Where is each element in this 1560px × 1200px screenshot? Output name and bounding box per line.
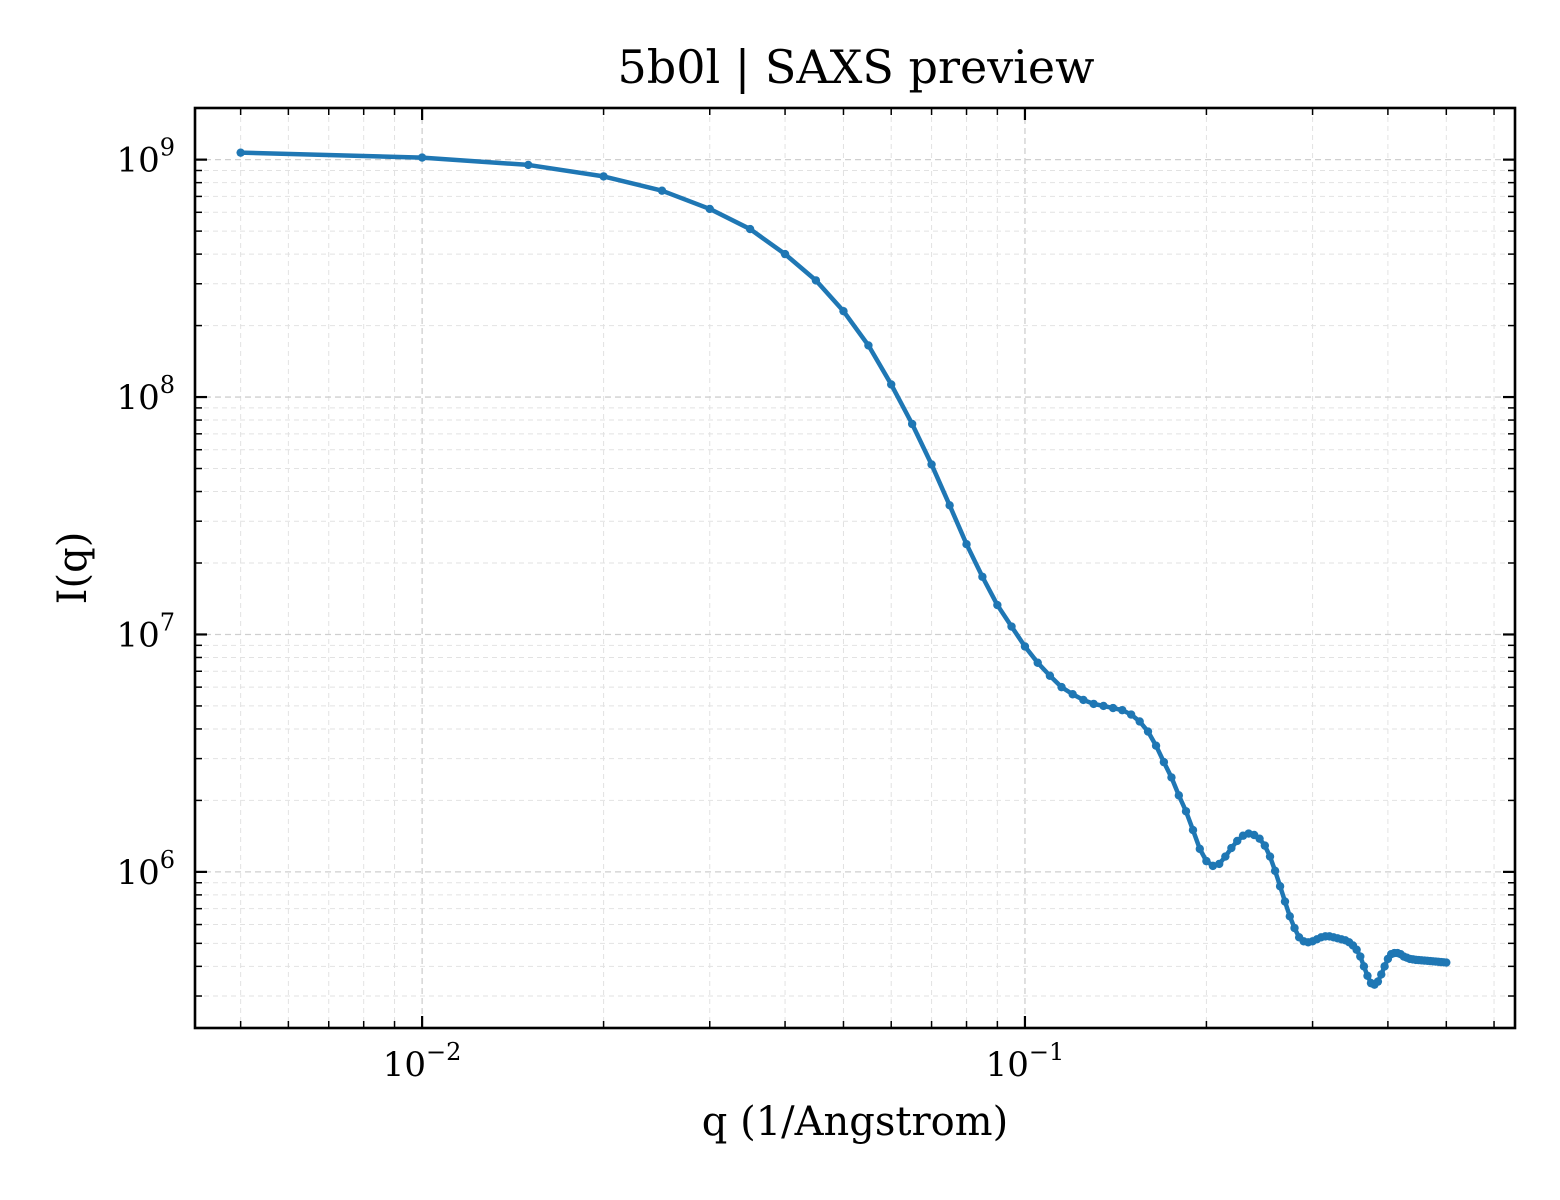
data-point — [1285, 912, 1294, 921]
data-point — [1442, 958, 1451, 967]
data-point — [1143, 727, 1153, 736]
data-point — [1202, 856, 1211, 866]
data-point — [993, 600, 1002, 610]
data-point — [1377, 970, 1386, 979]
data-point — [1045, 671, 1055, 680]
data-point — [1290, 923, 1299, 933]
data-point — [599, 172, 608, 181]
data-point — [1363, 971, 1372, 980]
data-point — [907, 419, 917, 429]
chart-title: 5b0l | SAXS preview — [617, 40, 1094, 94]
data-point — [1007, 622, 1016, 631]
tick-labels: 10−2 10−1 106 107 108 109 — [116, 134, 1064, 1085]
data-point — [864, 341, 873, 350]
data-point — [417, 153, 427, 162]
data-point — [1221, 852, 1230, 861]
data-point — [1079, 695, 1088, 705]
y-tick-label: 109 — [116, 134, 175, 181]
data-point — [1373, 977, 1383, 986]
data-point — [1255, 834, 1264, 843]
plot-frame — [193, 106, 1517, 1030]
data-point — [236, 148, 245, 157]
grid — [195, 108, 1515, 1028]
data-point — [1174, 791, 1184, 800]
data-point — [1020, 642, 1030, 651]
data-point — [978, 572, 987, 581]
data-point — [1270, 866, 1280, 876]
y-axis-label: I(q) — [50, 532, 96, 605]
data-point — [811, 276, 821, 285]
data-point — [1126, 710, 1136, 719]
data-point — [705, 204, 714, 214]
data-point — [524, 160, 533, 170]
series-layer — [236, 148, 1451, 989]
data-point — [1033, 658, 1042, 667]
data-point — [1275, 882, 1285, 891]
data-point — [1167, 773, 1176, 782]
x-tick-label: 10−2 — [383, 1038, 462, 1085]
data-point — [1195, 844, 1204, 854]
data-point — [1233, 836, 1242, 846]
x-tick-label: 10−1 — [986, 1038, 1065, 1085]
y-tick-label: 108 — [116, 371, 175, 418]
data-point — [1359, 962, 1369, 971]
axis-ticks — [195, 108, 1515, 1028]
data-point — [945, 501, 954, 510]
data-point — [780, 249, 790, 259]
x-axis-label: q (1/Angstrom) — [702, 1099, 1008, 1145]
data-point — [1356, 952, 1365, 961]
data-point — [1280, 897, 1290, 906]
data-point — [1151, 741, 1161, 750]
data-point — [1068, 690, 1077, 699]
data-point — [657, 186, 667, 195]
data-point — [1265, 852, 1275, 861]
data-point — [1108, 703, 1118, 713]
data-point — [1181, 807, 1191, 816]
y-tick-label: 107 — [116, 608, 175, 655]
data-point — [1214, 859, 1224, 869]
data-point — [927, 460, 936, 469]
y-tick-label: 106 — [116, 846, 175, 893]
data-point — [1227, 843, 1236, 853]
data-point — [1260, 841, 1270, 850]
data-point — [839, 306, 848, 316]
data-point — [1352, 945, 1361, 954]
data-point — [887, 380, 896, 389]
data-point — [1118, 705, 1127, 715]
data-point — [1099, 701, 1108, 711]
data-point — [1135, 717, 1144, 726]
data-point — [1089, 699, 1098, 709]
data-point — [745, 224, 755, 234]
data-point — [1159, 757, 1169, 767]
data-point — [962, 539, 971, 549]
data-point — [1188, 825, 1198, 835]
data-point — [1057, 682, 1066, 692]
data-point — [1208, 861, 1218, 871]
data-point — [1380, 962, 1389, 971]
